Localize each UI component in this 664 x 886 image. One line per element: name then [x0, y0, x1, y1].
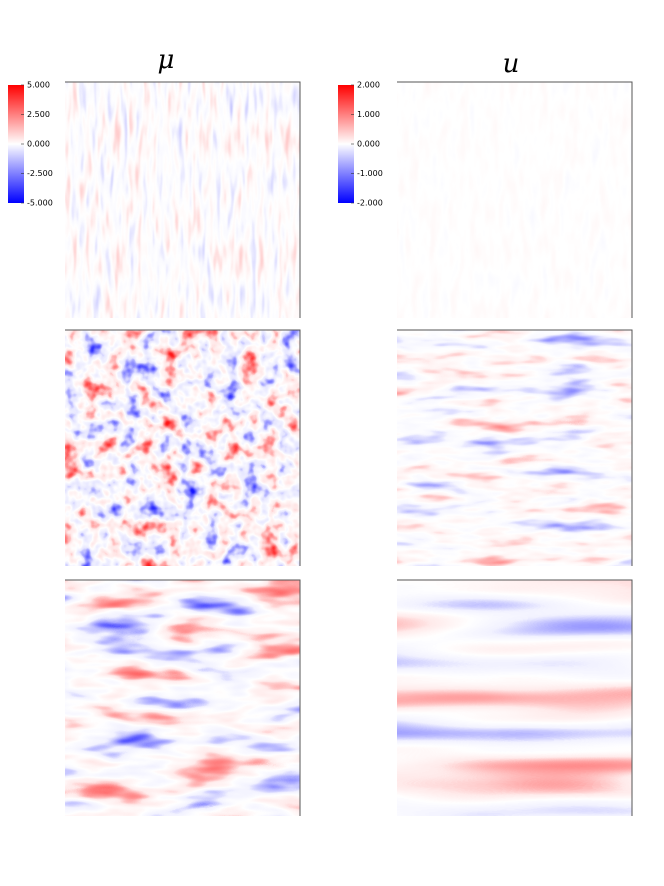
colorbar-tick-label: -2.000 [357, 199, 383, 208]
colorbar [8, 85, 24, 203]
colorbar-tick-label: 5.000 [27, 81, 50, 90]
field-panels [65, 81, 633, 816]
colorbar-tick-label: 2.500 [27, 110, 50, 119]
field-panel [65, 82, 300, 318]
colorbar-tick-label: -5.000 [27, 199, 53, 208]
colorbar-tick-label: -2.500 [27, 169, 53, 178]
field-panel [397, 330, 632, 566]
field-panel [397, 82, 632, 318]
colorbar [338, 85, 354, 203]
panel-border [65, 329, 301, 566]
field-panel [397, 580, 632, 816]
column-title: μ [158, 45, 175, 75]
panel-border [397, 579, 633, 816]
colorbar-tick-label: 0.000 [357, 140, 380, 149]
panel-border [65, 579, 301, 816]
colorbar-tick-label: 1.000 [357, 110, 380, 119]
panel-border [397, 81, 633, 318]
field-panel [65, 330, 300, 566]
colorbar-tick-label: 0.000 [27, 140, 50, 149]
colorbar-tick-label: 2.000 [357, 81, 380, 90]
colorbar-tick-label: -1.000 [357, 169, 383, 178]
panel-border [397, 329, 633, 566]
panel-border [65, 81, 301, 318]
column-title: u [503, 49, 520, 79]
field-panel [65, 580, 300, 816]
